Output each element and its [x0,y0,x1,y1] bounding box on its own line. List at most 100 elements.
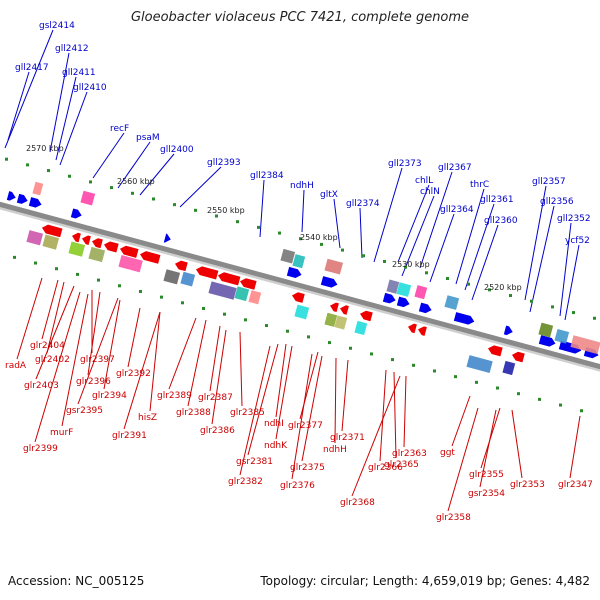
reverse-gene-label: glr2358 [436,513,471,523]
tick-mark [454,375,457,379]
feature-box [80,190,96,206]
reverse-gene-arrow-shape [240,278,257,290]
forward-gene-arrow [503,325,513,336]
reverse-gene-arrow-shape [140,251,161,264]
reverse-callout-line [479,409,497,488]
forward-gene-label: gll2361 [480,195,514,205]
tick-mark [425,271,428,275]
reverse-gene-label: glr2347 [558,480,593,490]
reverse-gene-label: glr2389 [157,391,192,401]
feature-box [163,269,181,285]
forward-callout-line [359,207,363,259]
feature-box [294,304,310,320]
tick-mark [173,203,176,207]
forward-callout-line [464,203,495,291]
tick-mark [13,255,16,259]
forward-gene-arrow [320,276,338,288]
reverse-gene-label: murF [50,428,73,438]
scale-labels: 2570 kbp 2560 kbp 2550 kbp 2540 kbp 2530 kbp… [26,144,522,292]
feature-box [248,290,262,305]
reverse-gene-arrow-shape [82,235,91,245]
tick-mark [299,237,302,241]
tick-mark [593,316,596,320]
forward-callout-line [55,76,77,161]
tick-mark [412,363,415,367]
forward-gene-arrow-shape [163,233,171,243]
tick-mark [139,289,142,293]
reverse-gene-arrow [120,245,139,258]
forward-callout-line [559,222,572,317]
reverse-gene-arrow-shape [72,232,81,243]
feature-box-shape [80,190,96,206]
feature-box-shape [118,255,143,273]
tick-mark [89,180,92,184]
map-title: Gloeobacter violaceus PCC 7421, complete… [130,10,470,25]
tick-mark [551,305,554,309]
forward-callout-line [401,195,435,277]
feature-box-shape [466,355,493,374]
reverse-gene-label: glr2388 [176,408,211,418]
forward-callout-line [4,29,54,149]
forward-gene-arrow-shape [320,276,338,288]
feature-box [502,360,516,376]
reverse-gene-arrow-shape [512,351,525,363]
forward-callout-line [429,213,455,283]
tick-mark [475,380,478,384]
feature-box [570,335,600,355]
feature-box-shape [354,320,368,336]
reverse-gene-arrow [408,323,417,334]
tick-mark [496,386,499,390]
forward-callout-line [7,71,30,141]
feature-box-shape [554,328,570,344]
reverse-gene-label: glr2353 [510,480,545,490]
reverse-gene-arrow [240,278,257,290]
feature-box-shape [386,279,400,294]
forward-gene-arrow-shape [503,325,513,336]
reverse-gene-label: glr2394 [92,391,127,401]
forward-gene-label: gll2374 [346,199,380,209]
tick-mark [265,324,268,328]
scale-label: 2530 kbp [392,260,430,269]
feature-box [386,279,400,294]
tick-mark [244,318,247,322]
tick-mark [257,225,260,229]
reverse-gene-label: ggt [440,448,455,458]
accession-text: Accession: NC_005125 [8,574,145,588]
reverse-gene-label: glr2355 [469,470,504,480]
tick-marks [5,157,596,413]
feature-box-shape [88,246,106,263]
feature-box-shape [570,335,600,355]
feature-box [88,246,106,263]
tick-mark [433,369,436,373]
feature-box [26,230,44,246]
forward-gene-label: recF [110,124,129,134]
feature-box [334,315,348,330]
forward-gene-arrow [538,335,556,347]
forward-callout-line [529,205,555,313]
feature-box-shape [294,304,310,320]
feature-box [414,285,428,300]
reverse-gene-label: glr2397 [80,355,115,365]
gene-features [6,181,600,376]
reverse-gene-label: glr2375 [290,463,325,473]
forward-gene-label: gll2384 [250,171,284,181]
tick-mark [286,329,289,333]
forward-gene-arrow-shape [558,340,582,354]
gene-labels: gsl2414 gll2412 gll2417 gll2411 gll2410 recF p… [5,21,593,523]
reverse-gene-arrow-shape [120,245,139,258]
tick-mark [404,265,407,269]
forward-gene-label: ycf52 [565,236,590,246]
forward-callout-line [419,171,453,269]
reverse-gene-arrow [330,302,339,313]
reverse-gene-arrow [82,235,91,245]
reverse-gene-arrow [512,351,525,363]
forward-callout-line [117,141,151,189]
feature-box-shape [32,181,44,196]
reverse-gene-label: ndhK [264,441,288,451]
feature-box [554,328,570,344]
tick-mark [559,403,562,407]
feature-box-shape [248,290,262,305]
reverse-callout-line [187,319,207,407]
forward-gene-label: gll2357 [532,177,566,187]
